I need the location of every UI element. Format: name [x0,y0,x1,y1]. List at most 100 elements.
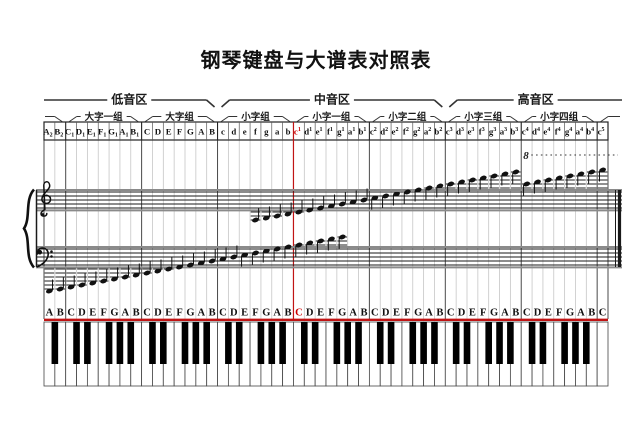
key-letter: A [46,308,54,319]
key-letter: D [306,308,314,319]
key-letter: G [490,308,498,319]
region-label: 低音区 [110,92,147,107]
black-key [301,322,308,364]
bass-note [143,270,151,276]
octave-group-label: 小字四组 [539,111,579,123]
black-key [105,322,113,364]
note-name-cell: d [231,127,236,137]
octave-group-label: 大字一组 [85,111,124,123]
note-name-cell: d3 [456,127,464,137]
region-label: 高音区 [518,92,554,107]
treble-note [544,177,552,183]
treble-note [317,205,324,211]
treble-note [252,217,259,223]
bass-note [187,262,194,268]
bass-note [197,260,205,266]
key-letter: F [176,308,182,319]
key-letter: B [133,308,140,319]
note-name-cell: g [264,127,269,137]
treble-note [447,181,455,187]
treble-note [577,171,585,177]
bass-note [208,258,216,264]
treble-note [469,177,476,183]
key-letter: A [349,308,357,319]
note-name-cell: e [243,127,247,137]
treble-note [479,175,487,181]
note-name-cell: b1 [359,127,367,137]
note-name-cell: C1 [65,127,74,139]
black-key [561,322,568,364]
black-key [225,322,232,364]
treble-note [534,179,541,185]
key-letter: A [122,308,130,319]
key-letter: B [436,308,443,319]
black-key [539,322,547,364]
treble-note [555,175,563,181]
treble-note [338,201,346,207]
black-key [387,322,395,364]
key-letter: F [480,308,486,319]
octave-group-label: 大字组 [165,111,194,123]
black-key [268,322,276,364]
treble-note [328,203,335,209]
bass-note [338,234,346,240]
bass-note [328,236,335,242]
treble-note [284,211,292,217]
key-letter: C [143,308,151,319]
bass-note [273,246,281,252]
note-name-cell: E1 [87,127,96,139]
key-letter: F [252,308,258,319]
note-name-cell: d2 [380,127,388,137]
key-letter: E [545,308,552,319]
treble-note [306,207,314,213]
octave-group-label: 小字组 [240,111,270,123]
note-name-cell: d4 [532,127,540,137]
key-letter: E [165,308,172,319]
note-name-cell: f4 [555,127,561,137]
note-name-cell: F1 [98,127,106,139]
key-letter: A [425,308,433,319]
black-key [160,322,167,364]
key-letter: C [599,308,607,319]
bass-note [317,238,324,244]
note-name-cell: F [177,127,182,137]
treble-note [295,209,303,215]
bass-note [100,278,108,284]
note-name-cell: g3 [489,127,496,137]
treble-note [349,199,357,205]
bass-note [284,244,292,250]
black-key [431,322,438,364]
black-key [572,322,579,364]
note-name-cell: e4 [543,127,550,137]
key-letter: C [295,308,303,319]
key-letter: B [360,308,367,319]
bass-note [56,286,64,292]
note-name-cell: G1 [108,127,118,139]
black-key [463,322,471,364]
key-letter: E [89,308,96,319]
note-name-cell: B2 [54,127,63,139]
black-key [235,322,243,364]
bass-note [46,288,53,294]
note-name-cell: A [198,127,205,137]
key-letter: F [556,308,562,319]
note-name-cell: a2 [424,127,431,137]
note-name-cell: c2 [370,127,377,137]
key-letter: G [110,308,118,319]
key-letter: C [523,308,531,319]
key-letter: D [230,308,238,319]
note-name-cell: f3 [479,127,485,137]
treble-note [599,167,606,173]
treble-note [393,191,400,197]
note-name-cell: c3 [446,127,453,137]
region-label: 中音区 [314,92,350,107]
treble-clef-icon [40,181,52,217]
key-letter: B [588,308,595,319]
black-key [279,322,286,364]
note-name-cell: D [155,127,161,137]
treble-note [588,169,596,175]
octave-group-label: 小字三组 [463,111,503,123]
key-letter: G [338,308,346,319]
black-key [452,322,460,364]
